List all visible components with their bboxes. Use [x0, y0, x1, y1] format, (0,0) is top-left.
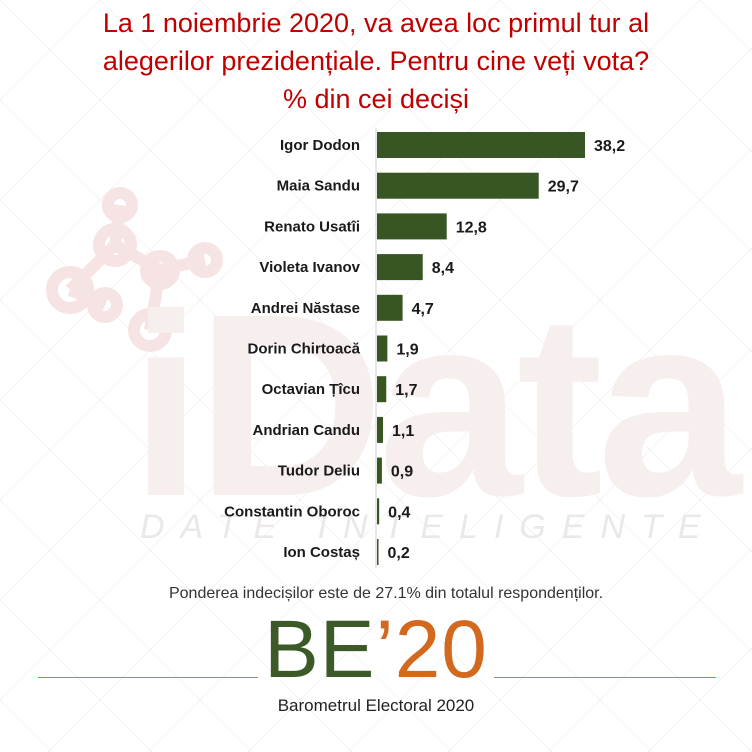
value-label-renato-usatii: 12,8: [456, 219, 487, 236]
logo-subtitle: Barometrul Electoral 2020: [277, 696, 475, 715]
category-label-ion-costas: Ion Costaș: [283, 544, 360, 561]
value-label-octavian-ticu: 1,7: [395, 382, 417, 399]
category-label-maia-sandu: Maia Sandu: [277, 178, 360, 195]
bar-maia-sandu: [377, 172, 539, 199]
value-label-tudor-deliu: 0,9: [391, 464, 413, 481]
chart-title: La 1 noiembrie 2020, va avea loc primul …: [0, 4, 752, 118]
title-line-3: % din cei deciși: [282, 84, 470, 114]
title-line-2: alegerilor prezidențiale. Pentru cine ve…: [102, 46, 650, 76]
value-label-dorin-chirtoaca: 1,9: [396, 342, 418, 359]
category-label-constantin-oboroc: Constantin Oboroc: [224, 503, 360, 520]
value-label-constantin-oboroc: 0,4: [388, 504, 410, 521]
category-label-violeta-ivanov: Violeta Ivanov: [259, 259, 360, 276]
logo-apostrophe: ’: [375, 604, 395, 695]
bar-igor-dodon: [377, 132, 585, 158]
logo-divider-left: [38, 677, 258, 678]
category-label-dorin-chirtoaca: Dorin Chirtoacă: [247, 341, 360, 358]
bar-dorin-chirtoaca: [377, 335, 388, 362]
be20-logo: BE’20: [258, 606, 494, 694]
category-label-octavian-ticu: Octavian Țîcu: [262, 381, 360, 398]
category-label-andrian-candu: Andrian Candu: [253, 422, 361, 439]
value-label-ion-costas: 0,2: [388, 545, 410, 562]
bar-andrian-candu: [377, 416, 383, 443]
bar-violeta-ivanov: [377, 254, 423, 281]
category-label-igor-dodon: Igor Dodon: [280, 137, 360, 154]
bar-ion-costas: [377, 539, 379, 565]
logo-divider-right: [494, 677, 716, 678]
bar-andrei-nastase: [377, 294, 403, 321]
value-label-violeta-ivanov: 8,4: [432, 260, 454, 277]
bar-tudor-deliu: [377, 457, 382, 484]
category-label-renato-usatii: Renato Usatîi: [264, 218, 360, 235]
bar-constantin-oboroc: [377, 498, 380, 525]
title-line-1: La 1 noiembrie 2020, va avea loc primul …: [102, 8, 650, 38]
molecule-logo-icon: [46, 187, 223, 352]
value-label-igor-dodon: 38,2: [594, 138, 625, 155]
category-label-tudor-deliu: Tudor Deliu: [278, 463, 360, 480]
value-label-maia-sandu: 29,7: [548, 179, 579, 196]
logo-be-text: BE: [264, 604, 376, 695]
bar-octavian-ticu: [377, 376, 387, 403]
bar-renato-usatii: [377, 213, 447, 240]
category-label-andrei-nastase: Andrei Năstase: [251, 300, 360, 317]
logo-year-text: 20: [394, 604, 488, 695]
bars-group: Igor Dodon 38,2 Maia Sandu 29,7 Renato Usatî…: [224, 132, 625, 565]
value-label-andrei-nastase: 4,7: [412, 301, 434, 318]
watermark-tagline: DATE INTELIGENTE: [140, 508, 717, 546]
undecided-footnote: Ponderea indecișilor este de 27.1% din t…: [168, 585, 604, 602]
watermark-brand: iData: [130, 261, 743, 551]
value-label-andrian-candu: 1,1: [392, 423, 414, 440]
